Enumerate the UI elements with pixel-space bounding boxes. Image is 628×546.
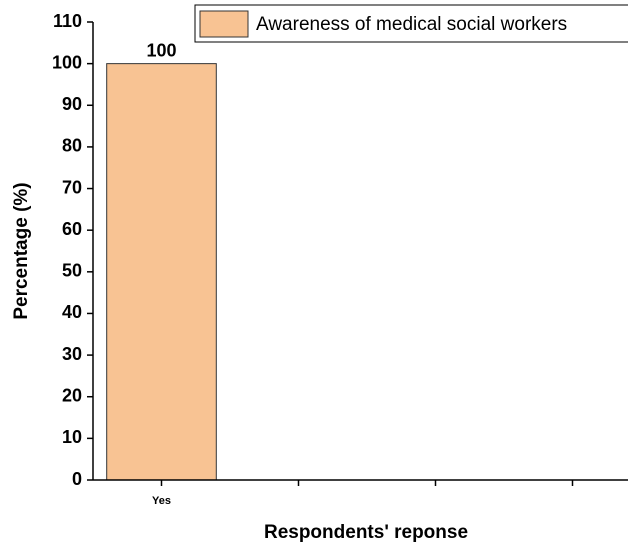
legend-swatch: [199, 10, 249, 38]
y-tick-label: 40: [62, 302, 82, 322]
y-tick-label: 100: [52, 52, 82, 72]
y-tick-label: 50: [62, 261, 82, 281]
bar: [106, 63, 217, 481]
x-tick-label: Yes: [152, 495, 171, 507]
y-tick-label: 110: [53, 11, 82, 31]
y-tick-label: 0: [72, 469, 82, 489]
y-tick-label: 60: [62, 219, 82, 239]
legend-box: [194, 4, 628, 43]
y-tick-label: 20: [62, 385, 82, 405]
y-tick-label: 10: [62, 427, 82, 447]
y-tick-label: 80: [62, 136, 82, 156]
y-tick-label: 70: [62, 177, 82, 197]
value-label: 100: [146, 40, 176, 60]
y-axis-label: Percentage (%): [11, 182, 32, 319]
x-axis-label: Respondents' reponse: [264, 522, 468, 543]
y-tick-label: 30: [62, 344, 82, 364]
y-tick-label: 90: [62, 94, 82, 114]
legend-label: Awareness of medical social workers: [256, 14, 567, 35]
